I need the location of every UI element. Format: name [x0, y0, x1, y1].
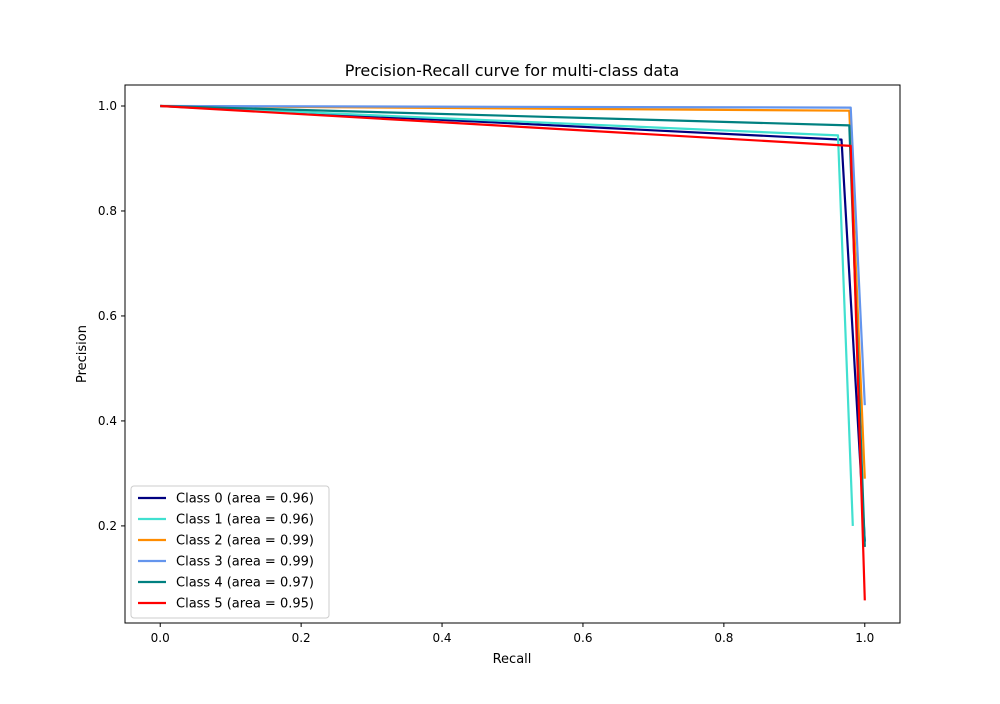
- x-tick-label: 0.4: [432, 631, 451, 645]
- series-line-class-2: [160, 104, 866, 479]
- legend-label-class-5: Class 5 (area = 0.95): [176, 597, 314, 612]
- x-tick-label: 0.0: [151, 631, 170, 645]
- y-tick-label: 0.4: [98, 414, 117, 428]
- y-axis-label: Precision: [75, 325, 90, 383]
- chart-title: Precision-Recall curve for multi-class d…: [345, 61, 680, 80]
- axes-frame: [124, 84, 901, 624]
- legend-label-class-0: Class 0 (area = 0.96): [176, 492, 314, 507]
- legend: Class 0 (area = 0.96) Class 1 (area = 0.9…: [130, 485, 330, 619]
- legend-label-class-3: Class 3 (area = 0.99): [176, 555, 314, 570]
- y-tick-label: 0.6: [98, 309, 117, 323]
- series-line-class-5: [160, 104, 866, 601]
- x-tick-label: 1.0: [855, 631, 874, 645]
- x-axis-label: Recall: [493, 652, 532, 667]
- legend-box: [130, 485, 330, 619]
- x-tick-label: 0.6: [573, 631, 592, 645]
- x-tick-label: 0.2: [292, 631, 311, 645]
- legend-label-class-2: Class 2 (area = 0.99): [176, 534, 314, 549]
- series-line-class-1: [160, 104, 854, 526]
- series-line-class-3: [160, 104, 866, 406]
- legend-label-class-4: Class 4 (area = 0.97): [176, 576, 314, 591]
- y-tick-label: 0.8: [98, 204, 117, 218]
- plot-area: 0.0 0.2 0.4 0.6 0.8 1.0 0.2 0.4 0.6 0.8 1.0: [98, 84, 901, 645]
- legend-label-class-1: Class 1 (area = 0.96): [176, 513, 314, 528]
- x-tick-label: 0.8: [714, 631, 733, 645]
- y-tick-label: 0.2: [98, 519, 117, 533]
- series-line-class-0: [160, 104, 866, 542]
- series-line-class-4: [160, 104, 866, 547]
- y-tick-label: 1.0: [98, 99, 117, 113]
